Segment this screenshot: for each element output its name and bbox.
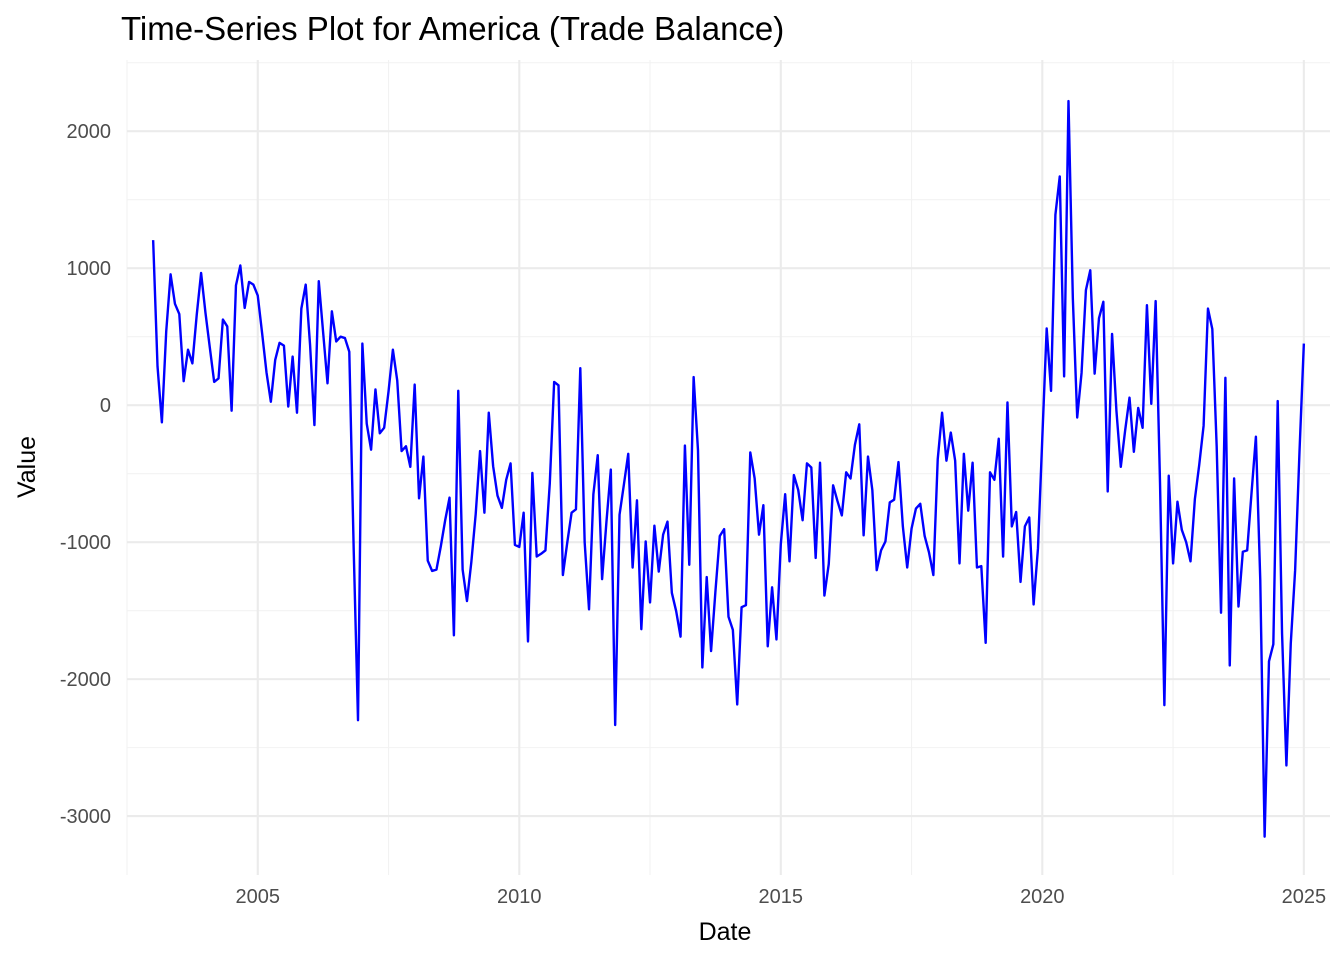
x-tick-label: 2005: [236, 886, 281, 908]
y-axis-tick-labels: -3000 -2000 -1000 0 1000 2000: [60, 121, 111, 828]
minor-gridlines: [126, 60, 1330, 875]
x-tick-label: 2010: [497, 886, 542, 908]
x-axis-tick-labels: 2005 2010 2015 2020 2025: [236, 886, 1327, 908]
y-axis-title: Value: [13, 436, 41, 498]
x-tick-label: 2020: [1020, 886, 1065, 908]
y-tick-label: 1000: [67, 258, 112, 280]
x-tick-label: 2025: [1282, 886, 1327, 908]
chart-title: Time-Series Plot for America (Trade Bala…: [121, 10, 784, 47]
y-tick-label: 0: [100, 395, 111, 417]
y-tick-label: -3000: [60, 806, 111, 828]
x-tick-label: 2015: [759, 886, 804, 908]
y-tick-label: -1000: [60, 532, 111, 554]
major-gridlines: [127, 60, 1330, 875]
y-tick-label: -2000: [60, 669, 111, 691]
x-axis-title: Date: [699, 918, 752, 946]
trade-balance-line: [151, 99, 1306, 838]
y-tick-label: 2000: [67, 121, 112, 143]
